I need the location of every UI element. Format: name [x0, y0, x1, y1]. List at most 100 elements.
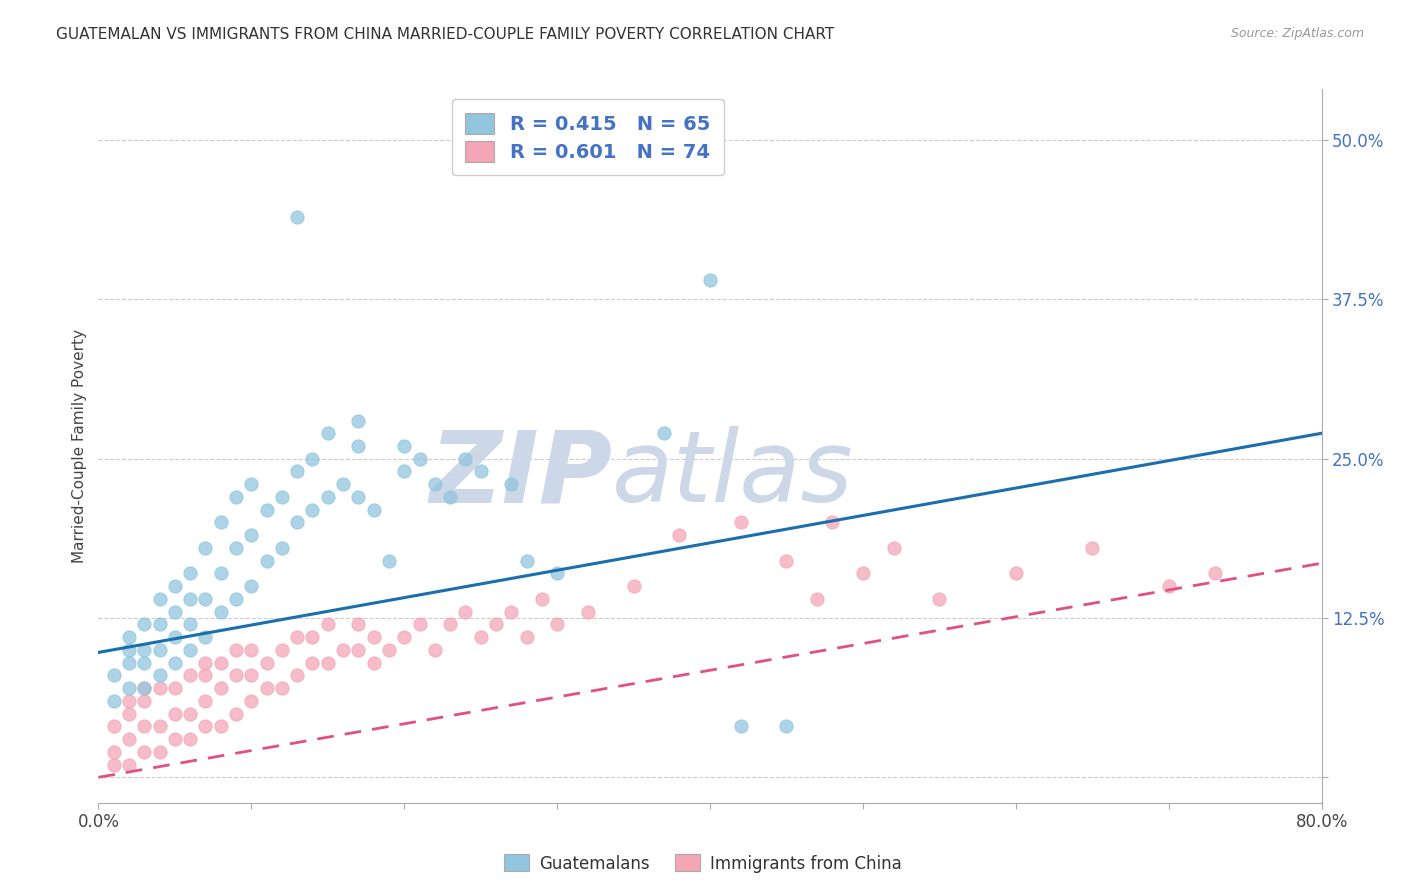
Point — [775, 554, 797, 568]
Point — [423, 643, 446, 657]
Point — [423, 477, 446, 491]
Point — [332, 643, 354, 657]
Point — [454, 451, 477, 466]
Point — [134, 643, 156, 657]
Point — [209, 605, 232, 619]
Legend: R = 0.415   N = 65, R = 0.601   N = 74: R = 0.415 N = 65, R = 0.601 N = 74 — [451, 99, 724, 176]
Point — [240, 643, 263, 657]
Point — [225, 490, 247, 504]
Point — [194, 656, 217, 670]
Point — [301, 502, 323, 516]
Point — [209, 681, 232, 695]
Point — [347, 643, 370, 657]
Point — [439, 490, 461, 504]
Point — [1081, 541, 1104, 555]
Point — [179, 566, 201, 581]
Point — [118, 706, 141, 721]
Point — [530, 591, 553, 606]
Point — [270, 541, 292, 555]
Point — [928, 591, 950, 606]
Point — [301, 451, 323, 466]
Point — [225, 668, 247, 682]
Point — [134, 656, 156, 670]
Point — [209, 656, 232, 670]
Point — [209, 566, 232, 581]
Text: atlas: atlas — [612, 426, 853, 523]
Point — [730, 719, 752, 733]
Point — [149, 591, 172, 606]
Point — [149, 617, 172, 632]
Point — [163, 706, 186, 721]
Point — [516, 554, 538, 568]
Point — [240, 477, 263, 491]
Point — [652, 426, 675, 441]
Point — [179, 643, 201, 657]
Point — [623, 579, 645, 593]
Point — [134, 745, 156, 759]
Point — [256, 656, 278, 670]
Point — [501, 477, 523, 491]
Point — [1204, 566, 1226, 581]
Point — [149, 643, 172, 657]
Point — [363, 656, 385, 670]
Point — [316, 656, 339, 670]
Point — [470, 630, 492, 644]
Point — [408, 617, 430, 632]
Point — [392, 439, 416, 453]
Point — [194, 719, 217, 733]
Point — [285, 630, 308, 644]
Point — [103, 757, 125, 772]
Point — [209, 719, 232, 733]
Point — [439, 617, 461, 632]
Point — [240, 579, 263, 593]
Point — [163, 605, 186, 619]
Point — [852, 566, 875, 581]
Point — [883, 541, 905, 555]
Point — [285, 668, 308, 682]
Point — [408, 451, 430, 466]
Point — [118, 656, 141, 670]
Point — [149, 681, 172, 695]
Point — [501, 605, 523, 619]
Point — [163, 656, 186, 670]
Point — [225, 706, 247, 721]
Point — [821, 516, 844, 530]
Point — [194, 630, 217, 644]
Point — [363, 630, 385, 644]
Point — [301, 656, 323, 670]
Text: ZIP: ZIP — [429, 426, 612, 523]
Point — [118, 694, 141, 708]
Point — [163, 630, 186, 644]
Point — [256, 554, 278, 568]
Point — [134, 617, 156, 632]
Point — [392, 465, 416, 479]
Point — [285, 210, 308, 224]
Point — [118, 643, 141, 657]
Point — [163, 732, 186, 747]
Point — [332, 477, 354, 491]
Point — [134, 694, 156, 708]
Point — [470, 465, 492, 479]
Point — [1157, 579, 1180, 593]
Point — [699, 273, 721, 287]
Point — [347, 413, 370, 427]
Point — [118, 681, 141, 695]
Point — [775, 719, 797, 733]
Point — [103, 745, 125, 759]
Point — [546, 566, 568, 581]
Point — [316, 426, 339, 441]
Legend: Guatemalans, Immigrants from China: Guatemalans, Immigrants from China — [498, 847, 908, 880]
Point — [225, 643, 247, 657]
Point — [179, 591, 201, 606]
Point — [285, 516, 308, 530]
Point — [378, 554, 401, 568]
Point — [163, 579, 186, 593]
Point — [225, 591, 247, 606]
Point — [149, 719, 172, 733]
Point — [392, 630, 416, 644]
Point — [347, 439, 370, 453]
Point — [134, 719, 156, 733]
Point — [149, 668, 172, 682]
Point — [516, 630, 538, 644]
Point — [378, 643, 401, 657]
